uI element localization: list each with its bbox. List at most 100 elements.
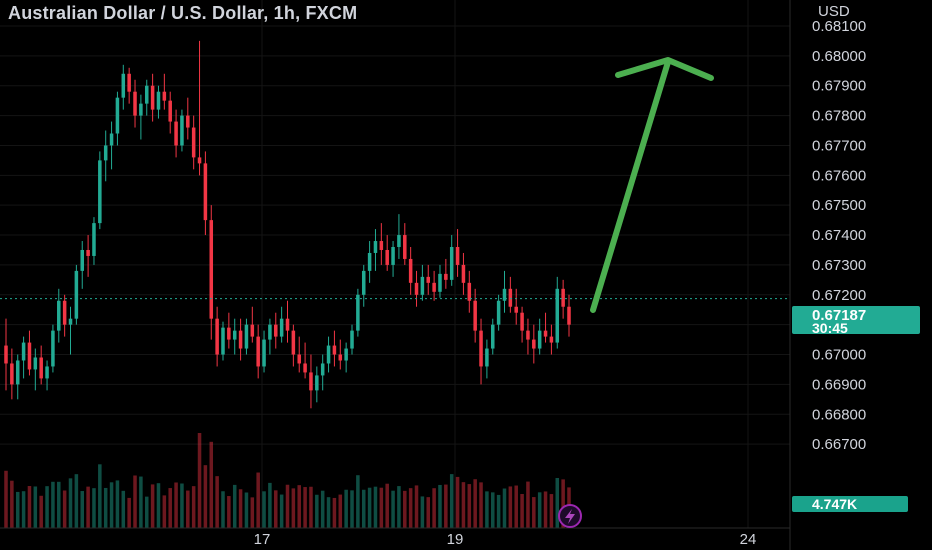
volume-bar (168, 488, 172, 528)
candle-body (197, 157, 202, 164)
candle-body (537, 330, 542, 349)
candle-body (361, 270, 366, 295)
y-tick-label: 0.66800 (812, 406, 866, 423)
volume-bar (397, 486, 401, 528)
volume-bar (356, 475, 360, 528)
volume-bar (344, 489, 348, 528)
x-tick-label: 17 (254, 531, 271, 548)
y-tick-label: 0.67300 (812, 257, 866, 274)
chart-title: Australian Dollar / U.S. Dollar, 1h, FXC… (8, 3, 358, 23)
candle-body (4, 345, 8, 364)
volume-bar (127, 497, 131, 528)
volume-bar (92, 488, 96, 528)
candle-body (520, 312, 524, 331)
volume-bar (186, 490, 190, 528)
volume-bar (4, 470, 8, 528)
candle-body (303, 363, 307, 373)
candle-body (139, 103, 143, 116)
candle-body (238, 330, 243, 349)
time-axis[interactable]: 17 19 24 (0, 527, 790, 548)
candle-body (162, 91, 167, 101)
volume-bar (379, 487, 384, 528)
volume-bar (303, 487, 307, 528)
candle-body (496, 300, 501, 325)
candle-body (332, 345, 337, 355)
y-tick-label: 0.68000 (812, 48, 866, 65)
candle-body (567, 306, 571, 325)
volume-bar (485, 491, 489, 528)
bar-countdown: 30:45 (812, 320, 848, 336)
volume-bar (279, 494, 284, 528)
volume-bar (373, 486, 378, 528)
volume-bar (57, 481, 61, 528)
candle-body (57, 300, 61, 331)
volume-bar (98, 464, 102, 528)
volume-bar (62, 490, 67, 528)
candle-body (215, 318, 219, 355)
volume-bar (309, 486, 313, 528)
volume-bar (232, 484, 237, 528)
volume-bar (74, 474, 79, 528)
candle-body (80, 249, 84, 271)
x-tick-label: 19 (447, 531, 464, 548)
candle-body (279, 318, 284, 337)
volume-bar (549, 494, 554, 528)
candle-body (356, 294, 360, 331)
candle-body (92, 223, 96, 256)
volume-bar (526, 481, 530, 528)
volume-bar (144, 496, 149, 528)
volume-bar (385, 483, 389, 528)
candle-body (268, 324, 272, 340)
candle-body (68, 318, 73, 325)
volume-bar (408, 488, 413, 528)
candle-body (444, 273, 448, 280)
volume-bar (403, 490, 407, 528)
volume-bar (332, 497, 337, 528)
volume-label[interactable]: 4.747K (792, 496, 908, 512)
volume-bar (191, 486, 196, 528)
volume-bar (455, 476, 460, 528)
candle-body (221, 327, 225, 355)
volume-bar (449, 474, 454, 528)
volume-bar (68, 478, 73, 528)
candle-body (262, 339, 266, 367)
y-tick-label: 0.66700 (812, 436, 866, 453)
candle-body (549, 336, 554, 343)
candle-body (532, 339, 536, 349)
x-tick-label: 24 (740, 531, 757, 548)
candle-body (115, 97, 120, 134)
current-price-label[interactable]: 0.67187 30:45 (792, 306, 920, 336)
candle-body (467, 282, 472, 301)
price-axis[interactable]: 0.68100 0.68000 0.67900 0.67800 0.67700 0.676… (789, 0, 866, 550)
candle-body (250, 324, 255, 337)
volume-bar (15, 491, 20, 528)
volume-bar (33, 486, 38, 528)
lightning-button[interactable] (558, 504, 582, 528)
volume-bar (115, 480, 120, 528)
candle-body (350, 330, 354, 349)
candle-body (168, 100, 172, 122)
volume-bar (121, 490, 126, 528)
volume-bar (467, 484, 472, 528)
lightning-icon (565, 509, 575, 524)
candle-body (144, 85, 149, 104)
volume-bar (561, 479, 565, 528)
candle-body (502, 288, 507, 301)
candle-body (514, 306, 518, 313)
volume-bar (197, 433, 202, 528)
volume-bar (297, 485, 301, 528)
currency-label: USD (818, 3, 850, 20)
candle-body (344, 348, 348, 361)
y-tick-label: 0.67700 (812, 137, 866, 154)
candle-body (180, 115, 184, 146)
volume-bar (502, 488, 507, 528)
candle-body (491, 324, 495, 349)
volume-bar (414, 485, 419, 528)
volume-bars (4, 433, 571, 528)
volume-bar (461, 482, 466, 528)
volume-bar (109, 482, 114, 528)
candle-body (473, 300, 477, 331)
volume-bar (555, 477, 560, 528)
volume-bar (438, 484, 442, 528)
